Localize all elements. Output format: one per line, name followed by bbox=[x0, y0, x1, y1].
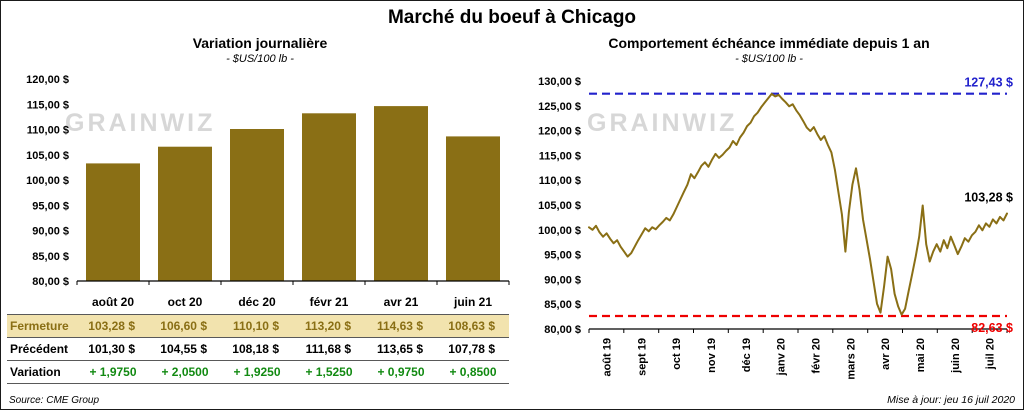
table-cell: + 1,9250 bbox=[221, 360, 293, 384]
min-value-label: 82,63 $ bbox=[971, 321, 1013, 335]
bar bbox=[158, 146, 212, 281]
bar bbox=[374, 106, 428, 281]
col-header: déc 20 bbox=[221, 291, 293, 315]
y-tick-label: 100,00 $ bbox=[26, 175, 69, 187]
bar bbox=[446, 136, 500, 281]
table-cell: 108,18 $ bbox=[221, 337, 293, 361]
table-row-fermeture: Fermeture 103,28 $ 106,60 $ 110,10 $ 113… bbox=[7, 314, 509, 338]
x-tick-label: avr 20 bbox=[880, 338, 892, 370]
y-tick-label: 100,00 $ bbox=[538, 225, 581, 237]
y-tick-label: 90,00 $ bbox=[32, 226, 69, 238]
page-title: Marché du boeuf à Chicago bbox=[387, 7, 637, 28]
x-tick-label: mai 20 bbox=[915, 338, 927, 372]
max-value-label: 127,43 $ bbox=[964, 76, 1013, 90]
col-header: févr 21 bbox=[293, 291, 365, 315]
table-header-row: août 20 oct 20 déc 20 févr 21 avr 21 jui… bbox=[7, 291, 509, 315]
x-tick-label: nov 19 bbox=[706, 338, 718, 373]
y-tick-label: 95,00 $ bbox=[32, 200, 69, 212]
table-cell: 110,10 $ bbox=[221, 314, 293, 338]
daily-variation-panel: Variation journalière - $US/100 lb - GRA… bbox=[7, 35, 513, 384]
y-tick-label: 80,00 $ bbox=[32, 276, 69, 288]
y-tick-label: 130,00 $ bbox=[538, 76, 581, 88]
bar-chart-title: Variation journalière bbox=[192, 35, 328, 51]
x-tick-label: déc 19 bbox=[741, 338, 753, 372]
table-cell: 106,60 $ bbox=[149, 314, 221, 338]
grainwiz-watermark: GRAINWIZ bbox=[65, 109, 216, 137]
bar bbox=[86, 163, 140, 281]
bar bbox=[230, 129, 284, 281]
table-cell: + 1,5250 bbox=[293, 360, 365, 384]
y-tick-label: 90,00 $ bbox=[544, 274, 581, 286]
row-label: Précédent bbox=[7, 337, 77, 361]
last-value-label: 103,28 $ bbox=[964, 191, 1013, 205]
x-tick-label: mars 20 bbox=[845, 338, 857, 380]
x-tick-label: juil 20 bbox=[985, 338, 997, 370]
table-cell: 104,55 $ bbox=[149, 337, 221, 361]
price-line bbox=[588, 92, 1008, 316]
table-row-variation: Variation + 1,9750 + 2,0500 + 1,9250 + 1… bbox=[7, 360, 509, 384]
x-tick-label: janv 20 bbox=[776, 338, 788, 376]
y-tick-label: 115,00 $ bbox=[539, 150, 581, 162]
table-cell: 107,78 $ bbox=[437, 337, 509, 361]
table-cell: 101,30 $ bbox=[77, 337, 149, 361]
row-label: Fermeture bbox=[7, 314, 77, 338]
y-tick-label: 110,00 $ bbox=[539, 175, 581, 187]
y-tick-label: 85,00 $ bbox=[32, 251, 69, 263]
update-note: Mise à jour: jeu 16 juil 2020 bbox=[887, 394, 1015, 406]
col-header: juin 21 bbox=[437, 291, 509, 315]
table-cell: 108,63 $ bbox=[437, 314, 509, 338]
price-table: août 20 oct 20 déc 20 févr 21 avr 21 jui… bbox=[7, 291, 509, 384]
table-cell: 113,20 $ bbox=[293, 314, 365, 338]
table-corner-cell bbox=[7, 291, 77, 315]
y-tick-label: 80,00 $ bbox=[544, 324, 581, 336]
source-note: Source: CME Group bbox=[9, 395, 100, 406]
y-tick-label: 110,00 $ bbox=[27, 125, 69, 137]
table-cell: 114,63 $ bbox=[365, 314, 437, 338]
y-tick-label: 120,00 $ bbox=[538, 126, 581, 138]
line-chart-subtitle: - $US/100 lb - bbox=[735, 53, 803, 65]
y-tick-label: 85,00 $ bbox=[544, 299, 581, 311]
line-chart-title: Comportement échéance immédiate depuis 1… bbox=[608, 35, 930, 51]
daily-variation-bar-chart: 120,00 $ 115,00 $ 110,00 $ 105,00 $ 100,00 $… bbox=[26, 74, 510, 288]
y-tick-label: 120,00 $ bbox=[26, 74, 69, 86]
col-header: août 20 bbox=[77, 291, 149, 315]
x-tick-label: févr 20 bbox=[810, 338, 822, 373]
table-cell: + 0,8500 bbox=[437, 360, 509, 384]
table-cell: 113,65 $ bbox=[365, 337, 437, 361]
table-cell: 103,28 $ bbox=[77, 314, 149, 338]
table-cell: + 1,9750 bbox=[77, 360, 149, 384]
table-row-precedent: Précédent 101,30 $ 104,55 $ 108,18 $ 111… bbox=[7, 337, 509, 361]
table-cell: + 0,9750 bbox=[365, 360, 437, 384]
y-tick-label: 105,00 $ bbox=[538, 200, 581, 212]
x-tick-label: oct 19 bbox=[671, 338, 683, 370]
bar bbox=[302, 113, 356, 281]
one-year-line-chart: 130,00 $ 125,00 $ 120,00 $ 115,00 $ 110,00 $… bbox=[538, 76, 1013, 380]
x-tick-label: sept 19 bbox=[636, 338, 648, 376]
x-tick-label: août 19 bbox=[601, 338, 613, 377]
y-tick-label: 95,00 $ bbox=[544, 250, 581, 262]
grainwiz-watermark: GRAINWIZ bbox=[587, 109, 738, 137]
one-year-panel: Comportement échéance immédiate depuis 1… bbox=[517, 35, 1021, 387]
x-tick-label: juin 20 bbox=[950, 338, 962, 374]
y-tick-label: 125,00 $ bbox=[538, 101, 581, 113]
col-header: avr 21 bbox=[365, 291, 437, 315]
y-tick-label: 115,00 $ bbox=[27, 99, 69, 111]
table-cell: 111,68 $ bbox=[293, 337, 365, 361]
table-cell: + 2,0500 bbox=[149, 360, 221, 384]
bar-chart-subtitle: - $US/100 lb - bbox=[226, 53, 294, 65]
row-label: Variation bbox=[7, 360, 77, 384]
y-tick-label: 105,00 $ bbox=[26, 150, 69, 162]
col-header: oct 20 bbox=[149, 291, 221, 315]
